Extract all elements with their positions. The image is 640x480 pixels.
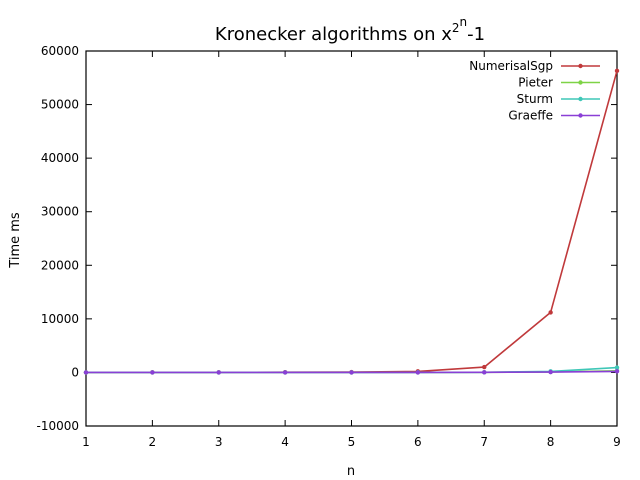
plot-frame <box>85 50 618 427</box>
data-point-graeffe <box>216 370 221 375</box>
data-point-graeffe <box>482 370 487 375</box>
y-tick-label: 60000 <box>41 44 79 58</box>
data-point-numerisalsgp <box>614 68 620 74</box>
x-tick-label: 6 <box>414 435 422 449</box>
chart-title-suffix: -1 <box>467 24 485 45</box>
data-point-numerisalsgp <box>482 364 487 370</box>
chart-title-exponent: 2 <box>452 21 460 35</box>
chart-title-base: Kronecker algorithms on x <box>215 24 452 45</box>
legend-label: Sturm <box>517 92 553 106</box>
data-point-graeffe <box>548 369 553 375</box>
data-point-graeffe <box>83 370 89 375</box>
legend-point-swatch <box>578 96 583 102</box>
y-tick-label: 40000 <box>41 151 79 165</box>
data-point-graeffe <box>614 369 620 374</box>
y-tick-label: 0 <box>71 365 79 379</box>
legend-entry-graeffe: Graeffe <box>508 109 600 123</box>
legend-label: Graeffe <box>508 109 553 123</box>
x-tick-label: 5 <box>348 435 356 449</box>
legend-point-swatch <box>578 113 583 118</box>
data-point-sturm <box>614 365 620 370</box>
legend-entry-numerisalsgp: NumerisalSgp <box>469 59 600 73</box>
data-point-graeffe <box>150 370 155 375</box>
data-point-graeffe <box>349 370 354 375</box>
legend-point-swatch <box>578 80 583 85</box>
chart-title: Kronecker algorithms on x2n-1 <box>215 15 485 45</box>
plot-area: -10000 0 10000 20000 30000 40000 50000 60000 1 2 3… <box>36 44 620 449</box>
data-point-numerisalsgp <box>548 310 553 315</box>
y-tick-label: 50000 <box>41 98 79 112</box>
x-tick-label: 1 <box>82 435 90 449</box>
x-tick-label: 7 <box>480 435 488 449</box>
y-tick-label: -10000 <box>36 419 79 433</box>
legend-label: NumerisalSgp <box>469 59 553 73</box>
y-tick-label: 20000 <box>41 258 79 272</box>
data-point-graeffe <box>282 370 288 375</box>
data-point-graeffe <box>415 370 421 375</box>
y-tick-label: 30000 <box>41 205 79 219</box>
x-tick-label: 2 <box>149 435 157 449</box>
x-axis-label: n <box>347 464 355 479</box>
legend-entry-sturm: Sturm <box>517 92 600 106</box>
x-tick-label: 3 <box>215 435 223 449</box>
legend-entry-pieter: Pieter <box>518 76 600 90</box>
y-tick-label: 10000 <box>41 312 79 326</box>
y-axis-label: Time ms <box>8 212 23 269</box>
x-tick-label: 4 <box>281 435 289 449</box>
x-tick-label: 9 <box>613 435 621 449</box>
legend-label: Pieter <box>518 76 553 90</box>
legend-point-swatch <box>578 63 583 69</box>
chart-title-exponent-exponent: n <box>460 15 468 29</box>
x-tick-label: 8 <box>547 435 555 449</box>
